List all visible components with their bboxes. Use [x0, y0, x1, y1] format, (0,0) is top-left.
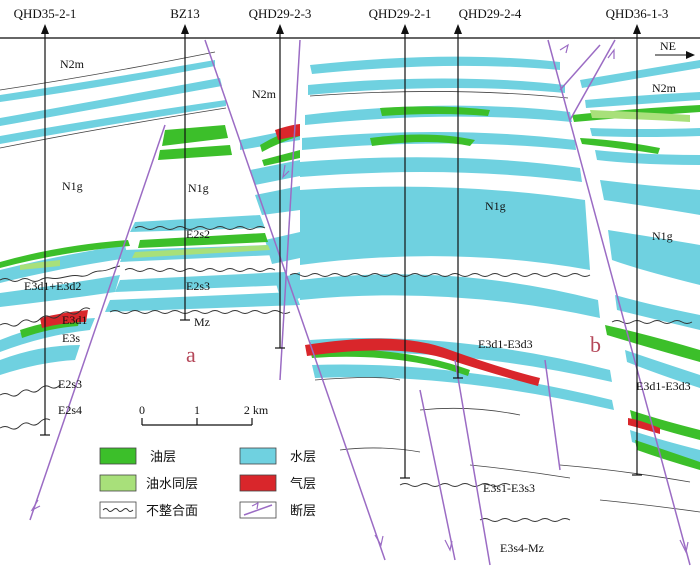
legend-label-oilwater: 油水同层: [146, 477, 198, 492]
unit-label: E2s3: [58, 377, 82, 391]
legend-swatch-gas: [239, 474, 277, 492]
fault-arrows: [30, 43, 689, 554]
legend-swatch-oilwater: [99, 474, 137, 492]
unit-label: E2s3: [186, 279, 210, 293]
well-label: QHD35-2-1: [14, 6, 77, 21]
unit-label: N1g: [62, 179, 83, 193]
unit-label: E2s4: [58, 403, 82, 417]
unit-label: N1g: [485, 199, 506, 213]
well-bottom-ticks: [40, 319, 642, 479]
scale-tick-label: 2 km: [244, 403, 269, 417]
legend-label-oil: 油层: [150, 450, 176, 465]
unit-label: N1g: [652, 229, 673, 243]
unit-label: E3s4-Mz: [500, 541, 544, 555]
legend-label-water: 水层: [290, 450, 316, 465]
direction-arrowhead: [686, 51, 695, 59]
fault-line: [419, 389, 456, 561]
fault-line: [569, 39, 616, 121]
well-label: QHD29-2-4: [459, 6, 522, 21]
unit-label: E3s: [62, 331, 80, 345]
fault-line: [279, 39, 301, 381]
unit-label: E3s1-E3s3: [483, 481, 535, 495]
legend-label-gas: 气层: [290, 476, 316, 492]
faults: [29, 39, 691, 566]
unit-label: N2m: [252, 87, 277, 101]
unit-label: E3d1+E3d2: [24, 279, 81, 293]
fault-line: [204, 39, 386, 561]
fault-line: [559, 44, 601, 91]
unconformity-lines: [0, 226, 693, 522]
legend-swatch-oil: [99, 447, 137, 465]
legend-label-unconformity: 不整合面: [146, 504, 198, 519]
scale-tick-label: 1: [194, 403, 200, 417]
legend: 油层 水层 油水同层 气层 不整合面 断层: [99, 447, 316, 519]
fault-label-b: b: [590, 332, 601, 357]
scale-bar: 0 1 2 km: [139, 403, 269, 426]
horizon-lines: [0, 51, 700, 513]
fault-label-a: a: [186, 342, 196, 367]
scale-tick-label: 0: [139, 403, 145, 417]
unit-label: E3d1-E3d3: [636, 379, 691, 393]
well-arrows: [41, 24, 641, 34]
fault-line: [547, 39, 691, 566]
legend-label-fault: 断层: [290, 504, 316, 519]
unit-label: E3d1-E3d3: [478, 337, 533, 351]
fault-line: [544, 359, 561, 471]
oilwater-layers: [20, 110, 690, 270]
unit-label: N2m: [652, 81, 677, 95]
well-label: QHD36-1-3: [606, 6, 669, 21]
well-lines: [44, 30, 638, 478]
fault-line: [29, 124, 166, 521]
unit-label: E2s2: [186, 227, 210, 241]
unit-label: E3d1: [62, 313, 87, 327]
unit-label: N1g: [188, 181, 209, 195]
unit-label: N2m: [60, 57, 85, 71]
gas-layers: [40, 124, 660, 434]
fault-line: [454, 359, 491, 566]
unit-label: Mz: [194, 315, 210, 329]
legend-swatch-water: [239, 447, 277, 465]
well-label: BZ13: [170, 6, 200, 21]
well-label: QHD29-2-1: [369, 6, 432, 21]
well-label: QHD29-2-3: [249, 6, 312, 21]
direction-label: NE: [660, 39, 676, 53]
